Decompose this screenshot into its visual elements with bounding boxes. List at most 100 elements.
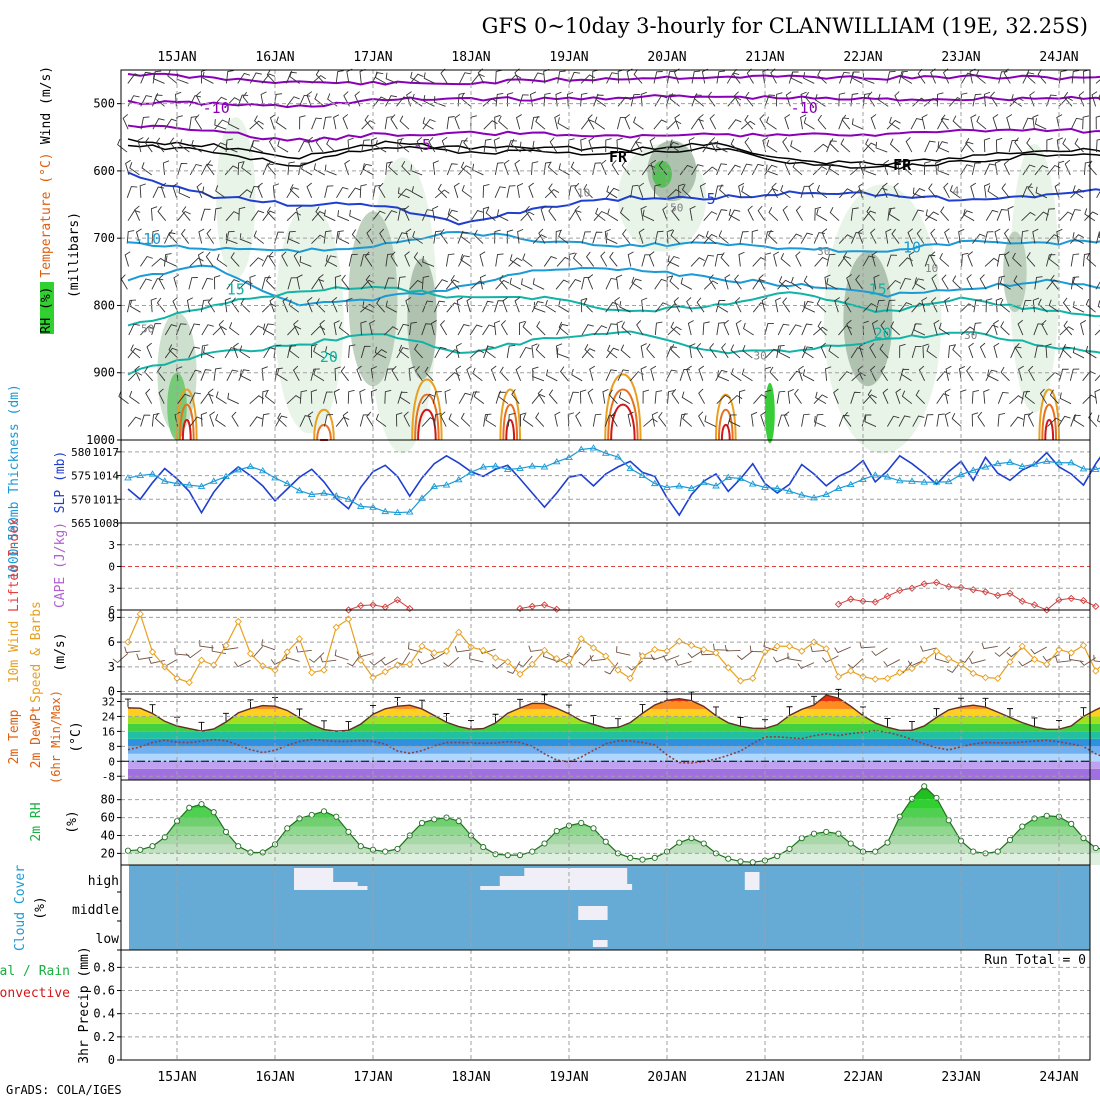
surface-wind-barb <box>724 644 741 652</box>
wind-barb <box>886 119 901 130</box>
wind-barb <box>416 136 423 153</box>
wind-barb <box>434 189 450 199</box>
wind-barb <box>446 163 458 176</box>
surface-wind-barb <box>112 652 129 664</box>
rh-point <box>124 847 132 854</box>
wind-units-label: (m/s) <box>53 632 68 671</box>
panel-frame <box>120 949 1091 1061</box>
wind-barb <box>913 324 926 336</box>
wind-barb <box>944 228 950 244</box>
wind-barb <box>118 390 129 405</box>
wind-barb <box>837 256 851 267</box>
wind-barb <box>261 389 269 404</box>
wind-barb <box>600 251 608 267</box>
wind-barb <box>1022 72 1035 84</box>
wind-barb <box>850 347 864 359</box>
wind-barb <box>605 369 617 381</box>
wind-axis-title: 10m Wind <box>7 621 22 684</box>
lifted-index-point <box>847 595 855 603</box>
wind-barb <box>838 92 846 107</box>
date-label-bottom: 15JAN <box>157 1070 196 1085</box>
wind-barb <box>176 115 183 130</box>
wind-speed-point <box>883 674 892 682</box>
thickness-point <box>895 476 904 484</box>
wind-barb <box>735 319 742 336</box>
wind-speed-point <box>283 648 291 656</box>
wind-barb <box>139 278 152 290</box>
wind-barb <box>495 69 503 84</box>
wind-barb <box>1025 69 1036 84</box>
wind-barb <box>169 137 178 153</box>
rh-point <box>480 844 487 851</box>
wind-barb <box>990 91 998 107</box>
wind-barb <box>535 344 546 359</box>
wind-barb <box>602 388 609 404</box>
wind-barb <box>583 298 593 313</box>
thickness-point <box>356 502 365 509</box>
warm-contour <box>505 418 516 441</box>
wind-barb <box>379 228 387 244</box>
wind-barb <box>558 321 569 336</box>
wind-barb <box>249 120 264 130</box>
surface-wind-barb <box>871 647 888 657</box>
wind-barb <box>669 275 680 290</box>
wind-barb <box>122 114 129 130</box>
wind-barb <box>1027 411 1035 427</box>
wind-barb <box>995 137 1003 153</box>
date-label-bottom: 21JAN <box>745 1070 784 1085</box>
wind-barb <box>671 206 680 221</box>
wind-barb <box>600 159 607 176</box>
wind-barb <box>1013 275 1023 290</box>
wind-barb <box>983 137 991 153</box>
min-max-whisker <box>639 704 646 713</box>
wind-barb <box>189 416 203 427</box>
wind-barb <box>862 210 877 221</box>
wind-barb <box>1006 114 1013 130</box>
axis-tick-label: 8 <box>108 740 115 753</box>
wind-barb <box>490 365 497 381</box>
lifted-index-point <box>1067 594 1075 603</box>
surface-wind-barb <box>626 660 643 671</box>
wind-barb <box>548 389 558 404</box>
wind-barb <box>134 365 141 381</box>
wind-barb <box>960 141 974 153</box>
wind-barb <box>911 345 922 359</box>
wind-barb <box>926 345 937 359</box>
wind-barb <box>940 206 949 221</box>
wind-barb <box>140 116 150 130</box>
wind-barb <box>829 138 839 153</box>
wind-barb <box>1070 117 1083 130</box>
wind-barb <box>936 393 950 404</box>
wind-speed-point <box>638 652 647 660</box>
wind-barb <box>673 297 681 313</box>
wind-barb <box>721 343 729 359</box>
thickness-point <box>650 479 659 487</box>
thickness-point <box>1067 458 1076 466</box>
wind-barb <box>1070 253 1080 267</box>
wind-barb <box>151 278 164 290</box>
wind-barb <box>761 297 768 313</box>
wind-barb <box>886 415 900 427</box>
wind-barb <box>1088 412 1098 427</box>
date-label-top: 24JAN <box>1039 50 1078 65</box>
wind-barb <box>870 114 877 130</box>
wind-barb <box>887 207 896 221</box>
wind-speed-point <box>602 652 610 660</box>
wind-barb <box>307 411 314 427</box>
wind-barb <box>993 319 999 336</box>
wind-barb <box>667 120 682 130</box>
wind-barb <box>568 71 581 84</box>
wind-barb <box>458 165 472 176</box>
wind-barb <box>838 117 850 130</box>
wind-barb <box>914 277 926 290</box>
wind-barb <box>841 114 851 130</box>
rh-contour-label: 30 <box>753 349 766 362</box>
min-max-whisker <box>1080 707 1087 716</box>
wind-barb <box>460 161 472 176</box>
wind-barb <box>341 274 350 290</box>
thickness-point <box>454 475 463 483</box>
wind-barb <box>126 299 136 313</box>
wind-barb <box>152 186 165 199</box>
wind-barb <box>214 207 222 221</box>
thickness-point <box>797 491 806 498</box>
